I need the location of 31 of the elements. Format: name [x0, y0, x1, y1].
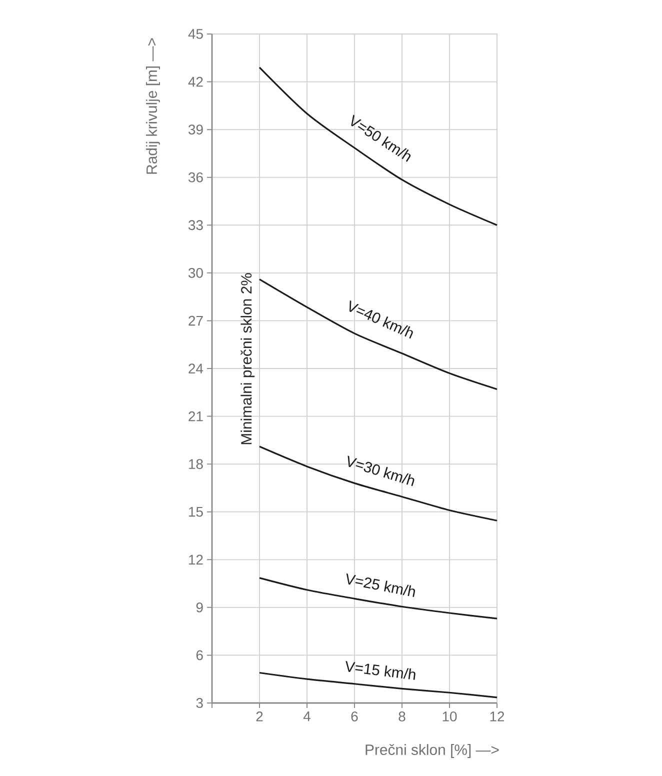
y-tick-label: 21	[188, 411, 203, 422]
x-axis-title: Prečni sklon [%] —>	[366, 744, 499, 758]
text: V=30 km/h	[348, 456, 414, 486]
x-tick-label: 4	[303, 712, 310, 722]
y-tick-label: 15	[189, 506, 203, 517]
y-axis-title: Radij krivulje [m] —>	[146, 38, 160, 174]
y-tick-label: 24	[188, 364, 204, 374]
line-series	[258, 446, 498, 522]
x-tick-label: 12	[490, 712, 504, 722]
y-tick-label: 9	[196, 602, 203, 612]
y-tick-label: 33	[188, 220, 203, 230]
x-tick-label: 6	[351, 712, 358, 722]
x-tick-label: 8	[398, 712, 406, 722]
y-tick-label: 6	[196, 650, 203, 660]
y-tick-label: 36	[188, 172, 203, 182]
y-tick-label: 12	[189, 554, 203, 565]
y-tick-label: 27	[188, 316, 203, 326]
text: V=40 km/h	[350, 300, 413, 339]
x-tick-label: 10	[442, 712, 457, 722]
y-tick-label: 45	[188, 29, 203, 39]
text: V=15 km/h	[346, 661, 416, 680]
y-tick-label: 18	[189, 459, 203, 470]
annotation: Minimalni prečni sklon 2%	[240, 273, 255, 444]
y-tick-label: 39	[188, 124, 203, 135]
line-series	[258, 278, 498, 390]
line-series	[258, 66, 498, 226]
x-tick-label: 2	[256, 712, 263, 722]
y-tick-label: 42	[188, 76, 203, 87]
text: V=25 km/h	[346, 573, 416, 598]
y-tick-label: 3	[196, 698, 203, 708]
y-tick-label: 30	[188, 268, 203, 278]
